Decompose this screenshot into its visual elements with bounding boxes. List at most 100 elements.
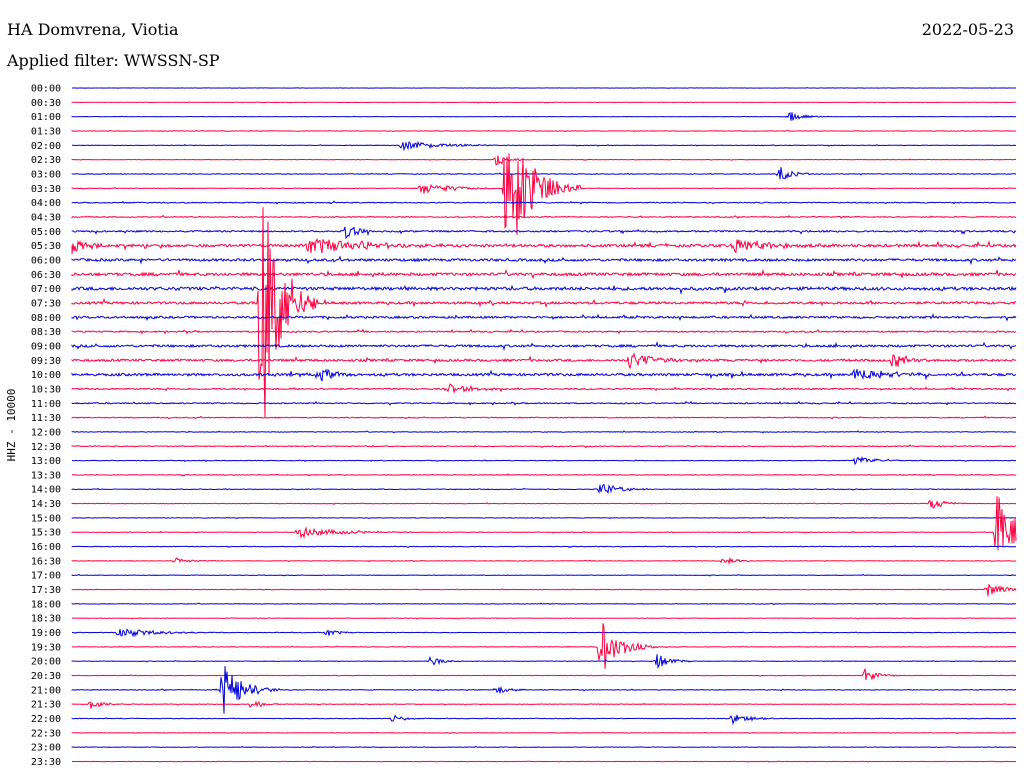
trace-line bbox=[71, 140, 1017, 152]
time-tick-label: 09:00 bbox=[31, 341, 61, 352]
time-tick-label: 05:30 bbox=[31, 241, 61, 252]
time-tick-label: 23:30 bbox=[31, 757, 61, 768]
time-tick-label: 01:30 bbox=[31, 126, 61, 137]
time-tick-label: 19:30 bbox=[31, 642, 61, 653]
time-tick-label: 04:30 bbox=[31, 212, 61, 223]
time-tick-label: 18:30 bbox=[31, 614, 61, 625]
time-tick-label: 00:00 bbox=[31, 84, 61, 95]
time-tick-label: 02:30 bbox=[31, 155, 61, 166]
trace-line bbox=[71, 153, 1017, 236]
time-tick-label: 20:30 bbox=[31, 671, 61, 682]
trace-line bbox=[71, 573, 1017, 577]
trace-line bbox=[71, 628, 1017, 638]
trace-line bbox=[71, 700, 1017, 709]
trace-line bbox=[71, 668, 1017, 681]
time-tick-label: 04:00 bbox=[31, 198, 61, 209]
trace-line bbox=[71, 352, 1017, 370]
trace-line bbox=[71, 214, 1017, 219]
trace-line bbox=[71, 129, 1016, 133]
trace-line bbox=[71, 155, 1017, 166]
trace-line bbox=[71, 101, 1017, 104]
trace-line bbox=[72, 87, 1017, 89]
trace-line bbox=[71, 284, 1017, 296]
trace-line bbox=[71, 516, 1017, 520]
time-tick-label: 12:30 bbox=[31, 442, 61, 453]
time-tick-label: 14:00 bbox=[31, 485, 61, 496]
date-label: 2022-05-23 bbox=[921, 20, 1014, 39]
trace-line bbox=[71, 444, 1017, 449]
trace-line bbox=[71, 341, 1017, 351]
trace-line bbox=[71, 545, 1017, 548]
time-tick-label: 15:30 bbox=[31, 528, 61, 539]
trace-line bbox=[72, 456, 1017, 466]
trace-line bbox=[71, 714, 1016, 726]
filter-label: Applied filter: WWSSN-SP bbox=[7, 51, 220, 70]
time-tick-label: 07:30 bbox=[31, 298, 61, 309]
trace-line bbox=[71, 313, 1017, 322]
trace-line bbox=[71, 328, 1017, 335]
trace-line bbox=[71, 556, 1017, 565]
time-tick-label: 08:30 bbox=[31, 327, 61, 338]
time-tick-label: 16:30 bbox=[31, 556, 61, 567]
trace-line bbox=[71, 617, 1017, 620]
time-tick-label: 17:30 bbox=[31, 585, 61, 596]
trace-line bbox=[71, 238, 1017, 255]
time-tick-label: 10:00 bbox=[31, 370, 61, 381]
time-tick-label: 13:00 bbox=[31, 456, 61, 467]
trace-line bbox=[71, 745, 1017, 749]
trace-line bbox=[71, 167, 1017, 180]
time-tick-label: 09:30 bbox=[31, 356, 61, 367]
time-tick-label: 03:00 bbox=[31, 169, 61, 180]
trace-line bbox=[71, 268, 1017, 280]
time-tick-label: 16:00 bbox=[31, 542, 61, 553]
time-tick-label: 03:30 bbox=[31, 184, 61, 195]
time-tick-label: 10:30 bbox=[31, 384, 61, 395]
trace-line bbox=[71, 602, 1016, 605]
station-title: HA Domvrena, Viotia bbox=[7, 20, 179, 39]
trace-line bbox=[71, 496, 1017, 551]
time-tick-label: 17:00 bbox=[31, 571, 61, 582]
trace-line bbox=[71, 400, 1017, 406]
time-tick-label: 02:00 bbox=[31, 141, 61, 152]
trace-line bbox=[71, 654, 1017, 670]
time-tick-label: 07:00 bbox=[31, 284, 61, 295]
trace-line bbox=[71, 500, 1017, 509]
trace-line bbox=[71, 666, 1017, 714]
time-tick-label: 11:00 bbox=[31, 399, 61, 410]
time-tick-group: 00:00 00:30 01:00 01:30 02:00 02:30 03:00 03:30… bbox=[31, 84, 61, 769]
time-tick-label: 20:00 bbox=[31, 657, 61, 668]
trace-line bbox=[71, 112, 1017, 121]
time-tick-label: 06:30 bbox=[31, 270, 61, 281]
time-tick-label: 22:00 bbox=[31, 714, 61, 725]
trace-line bbox=[71, 383, 1017, 393]
trace-line bbox=[71, 255, 1017, 266]
time-tick-label: 00:30 bbox=[31, 98, 61, 109]
time-tick-label: 23:00 bbox=[31, 743, 61, 754]
time-tick-label: 08:00 bbox=[31, 313, 61, 324]
time-tick-label: 11:30 bbox=[31, 413, 61, 424]
trace-line bbox=[71, 483, 1016, 495]
time-tick-label: 14:30 bbox=[31, 499, 61, 510]
time-tick-label: 12:00 bbox=[31, 427, 61, 438]
trace-line bbox=[71, 226, 1017, 240]
trace-line bbox=[71, 200, 1017, 205]
trace-line bbox=[72, 623, 1017, 669]
trace-line bbox=[71, 430, 1017, 434]
y-axis-label: HHZ - 10000 bbox=[5, 389, 18, 462]
time-tick-label: 21:00 bbox=[31, 685, 61, 696]
time-tick-label: 01:00 bbox=[31, 112, 61, 123]
time-tick-label: 13:30 bbox=[31, 470, 61, 481]
trace-line bbox=[71, 731, 1017, 735]
trace-line bbox=[71, 473, 1017, 477]
trace-line bbox=[71, 207, 1017, 418]
time-tick-label: 22:30 bbox=[31, 728, 61, 739]
time-tick-label: 05:00 bbox=[31, 227, 61, 238]
time-tick-label: 15:00 bbox=[31, 513, 61, 524]
trace-line bbox=[71, 584, 1017, 597]
time-tick-label: 21:30 bbox=[31, 700, 61, 711]
trace-line bbox=[71, 415, 1017, 420]
time-tick-label: 06:00 bbox=[31, 255, 61, 266]
time-tick-label: 18:00 bbox=[31, 599, 61, 610]
trace-group bbox=[71, 87, 1017, 763]
